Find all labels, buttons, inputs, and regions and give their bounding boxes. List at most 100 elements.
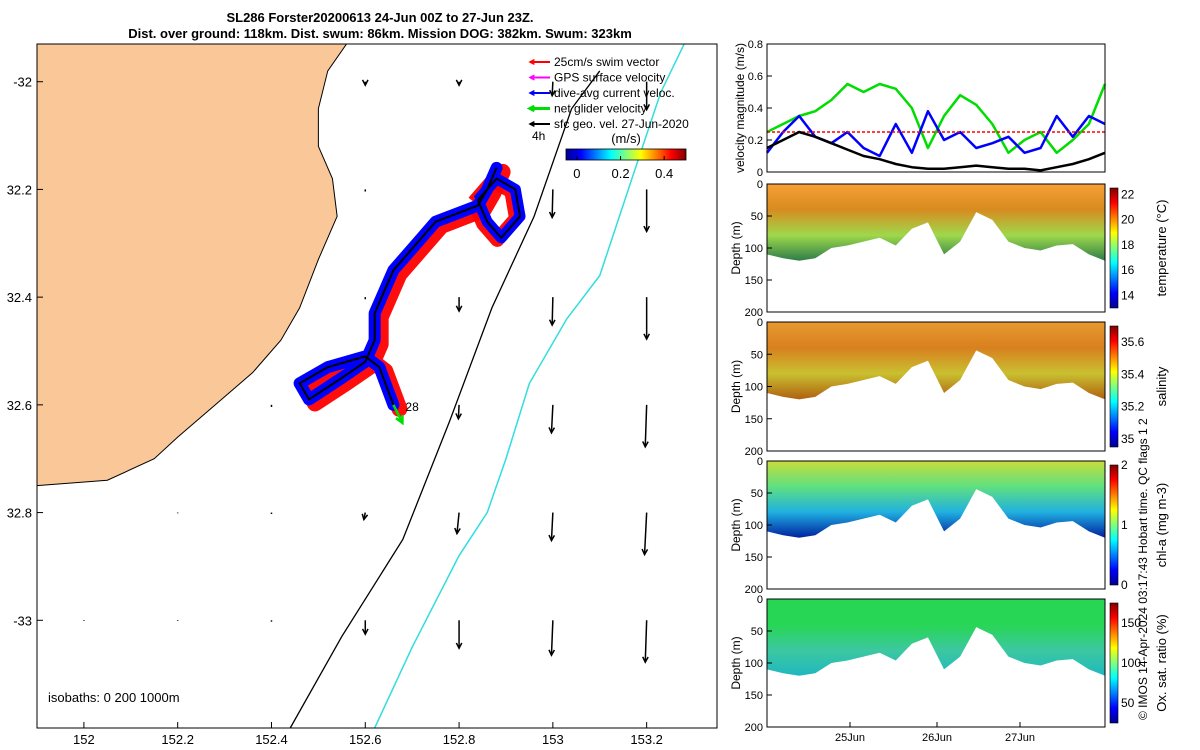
- geo-velocity-arrow: [551, 189, 554, 218]
- net-glider-velocity-arrow: [392, 404, 404, 424]
- legend-label: net glider velocity: [554, 102, 647, 116]
- map-x-tick-label: 153: [542, 732, 564, 747]
- geo-velocity-arrow: [456, 512, 460, 534]
- geo-velocity-arrowhead: [361, 513, 369, 522]
- geo-velocity-arrowhead: [548, 649, 556, 657]
- velocity-y-tick-label: 0.2: [748, 135, 763, 147]
- section-y-tick-label: 100: [745, 520, 763, 532]
- velocity-y-tick-label: 0: [757, 167, 763, 179]
- legend-label: GPS surface velocity: [554, 71, 665, 85]
- geo-velocity-arrowhead: [455, 642, 463, 650]
- legend-swatch-arrowhead: [526, 104, 536, 113]
- map-x-tick-label: 152: [73, 732, 95, 747]
- map-colorbar: [565, 148, 687, 161]
- section-y-tick-label: 0: [757, 317, 763, 329]
- glider-track-line: [298, 167, 498, 406]
- land-mass: [37, 44, 348, 487]
- geo-velocity-arrowhead: [643, 225, 651, 234]
- section-data-field: [767, 461, 1105, 538]
- section-colorbar: [1109, 187, 1119, 309]
- map-x-tick-label: 153.2: [630, 732, 663, 747]
- section-colorbar-tick-label: 100: [1121, 656, 1141, 670]
- section-x-tick-label: 26Jun: [922, 732, 952, 744]
- geo-velocity-arrow: [551, 81, 554, 96]
- geo-velocity-arrow: [457, 404, 460, 419]
- geo-velocity-arrowhead: [548, 319, 556, 327]
- map-y-tick-label: 32.6: [7, 398, 32, 413]
- section-y-tick-label: 50: [751, 488, 763, 500]
- map-plot-area: 28: [37, 44, 685, 728]
- figure-title-line2: Dist. over ground: 118km. Dist. swum: 86…: [128, 26, 632, 41]
- section-colorbar-label: salinity: [1154, 366, 1169, 406]
- geo-velocity-arrow: [644, 620, 648, 663]
- geo-velocity-arrowhead: [642, 656, 649, 664]
- geo-velocity-arrowhead: [548, 534, 556, 543]
- section-y-tick-label: 200: [745, 584, 763, 596]
- section-colorbar-tick-label: 35.2: [1121, 400, 1145, 414]
- glider-loop-track-line: [476, 177, 522, 239]
- section-y-tick-label: 100: [745, 658, 763, 670]
- section-ylabel: Depth (m): [729, 360, 743, 413]
- section-ylabel: Depth (m): [729, 221, 743, 274]
- geo-velocity-arrow: [551, 297, 554, 326]
- section-colorbar-tick-label: 2: [1121, 458, 1128, 472]
- map-x-tick-label: 152.6: [349, 732, 382, 747]
- legend-swatch-arrowhead: [528, 59, 535, 65]
- section-colorbar-label: chl-a (mg m-3): [1154, 483, 1169, 568]
- geo-velocity-arrow: [550, 512, 554, 541]
- geo-velocity-arrowhead: [548, 211, 556, 220]
- section-colorbar-tick-label: 14: [1121, 288, 1135, 302]
- map-y-tick-label: 32.4: [7, 290, 32, 305]
- map-colorbar-tick-label: 0.2: [612, 166, 630, 181]
- legend-label: sfc geo. vel. 27-Jun-2020: [554, 117, 689, 131]
- section-colorbar-tick-label: 20: [1121, 213, 1135, 227]
- section-data-field: [767, 322, 1105, 400]
- section-y-tick-label: 200: [745, 307, 763, 319]
- section-y-tick-label: 0: [757, 594, 763, 606]
- map-y-tick-label: 32.8: [7, 506, 32, 521]
- legend-swatch-arrowhead: [528, 121, 535, 127]
- legend-label: 25cm/s swim vector: [554, 55, 659, 69]
- legend-label: dive-avg current veloc.: [554, 86, 675, 100]
- velocity-series-line: [766, 130, 1106, 172]
- map-x-tick-label: 152.2: [161, 732, 194, 747]
- legend-swatch-arrowhead: [528, 74, 535, 81]
- copyright-notice: © IMOS 14-Apr-2024 03:17:43 Hobart time.…: [1136, 418, 1150, 720]
- section-y-tick-label: 50: [751, 211, 763, 223]
- geo-velocity-arrowhead: [361, 79, 369, 87]
- time-step-label: 4h: [532, 129, 545, 143]
- figure-title-line1: SL286 Forster20200613 24-Jun 00Z to 27-J…: [226, 10, 534, 25]
- net-glider-velocity-arrowhead: [395, 414, 404, 426]
- section-x-tick-label: 27Jun: [1005, 732, 1035, 744]
- map-y-tick-label: 32.2: [7, 182, 32, 197]
- map-y-tick-label: -32: [13, 75, 32, 90]
- map-x-tick-label: 152.4: [255, 732, 288, 747]
- geo-velocity-arrowhead: [643, 333, 651, 341]
- section-colorbar-tick-label: 22: [1121, 187, 1135, 201]
- section-y-tick-label: 200: [745, 446, 763, 458]
- section-y-tick-label: 100: [745, 243, 763, 255]
- section-y-tick-label: 200: [745, 722, 763, 734]
- isobath-1000m-line: [373, 44, 685, 728]
- geo-velocity-arrowhead: [643, 104, 651, 112]
- section-colorbar-tick-label: 35.6: [1121, 335, 1145, 349]
- section-colorbar-label: temperature (°C): [1154, 200, 1169, 297]
- map-frame: [36, 43, 718, 729]
- map-panel: 28 152 152.2 152.4 152.6 152.8 153 153.2 -32 32.2…: [7, 43, 718, 747]
- geo-velocity-arrow: [550, 620, 554, 656]
- section-ylabel: Depth (m): [729, 636, 743, 689]
- geo-velocity-arrowhead: [455, 413, 463, 421]
- velocity-y-tick-label: 0.4: [748, 103, 763, 115]
- velocity-y-tick-label: 0.6: [748, 71, 763, 83]
- map-colorbar-tick-label: 0.4: [655, 166, 673, 181]
- section-colorbar-tick-label: 35.4: [1121, 367, 1145, 381]
- section-colorbar-tick-label: 50: [1121, 696, 1135, 710]
- section-colorbar-tick-label: 18: [1121, 238, 1135, 252]
- map-colorbar-title: (m/s): [611, 131, 641, 146]
- section-colorbar-tick-label: 16: [1121, 263, 1135, 277]
- legend-swatch-arrowhead: [528, 90, 535, 96]
- section-ylabel: Depth (m): [729, 498, 743, 551]
- section-colorbar-tick-label: 150: [1121, 616, 1141, 630]
